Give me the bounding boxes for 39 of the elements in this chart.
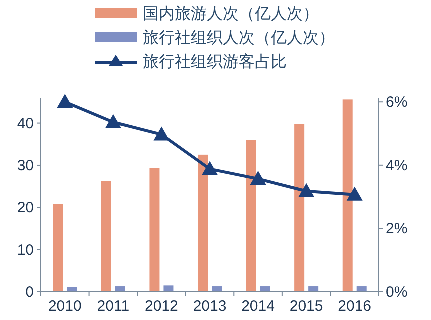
bar [308,286,319,292]
bar [342,100,353,292]
y2-tick-label: 4% [386,157,408,174]
point [298,183,315,198]
point [105,114,122,128]
legend-label: 旅行社组织游客占比 [143,53,287,71]
x-tick-label: 2010 [48,298,82,315]
bar [356,286,367,292]
bar [198,154,208,292]
y2-tick-label: 0% [386,284,408,301]
point [250,171,266,186]
point [57,94,74,108]
bar [246,140,256,292]
point [202,161,218,176]
y-tick-label: 10 [17,242,34,259]
legend-label: 旅行社组织人次（亿人次） [143,29,335,47]
bar [164,286,174,292]
bar [115,286,126,292]
y-tick-label: 40 [17,115,34,132]
x-tick-label: 2014 [242,298,275,315]
x-tick-label: 2015 [290,298,324,315]
y-tick-label: 20 [17,200,34,217]
point [154,126,170,141]
bar [212,286,222,292]
y2-tick-label: 2% [386,220,408,238]
point [346,186,363,201]
bar [260,286,270,292]
y-tick-label: 0 [26,284,34,301]
y2-tick-label: 6% [386,94,408,112]
bar [101,181,112,292]
bar [294,124,305,292]
x-tick-label: 2011 [97,298,130,315]
x-tick-label: 2016 [338,298,372,315]
legend-label: 国内旅游人次（亿人次） [143,5,319,23]
bar [53,204,64,292]
x-tick-label: 2013 [193,298,227,315]
x-tick-label: 2012 [145,298,178,315]
y-tick-label: 30 [17,157,34,174]
bar [150,168,160,292]
